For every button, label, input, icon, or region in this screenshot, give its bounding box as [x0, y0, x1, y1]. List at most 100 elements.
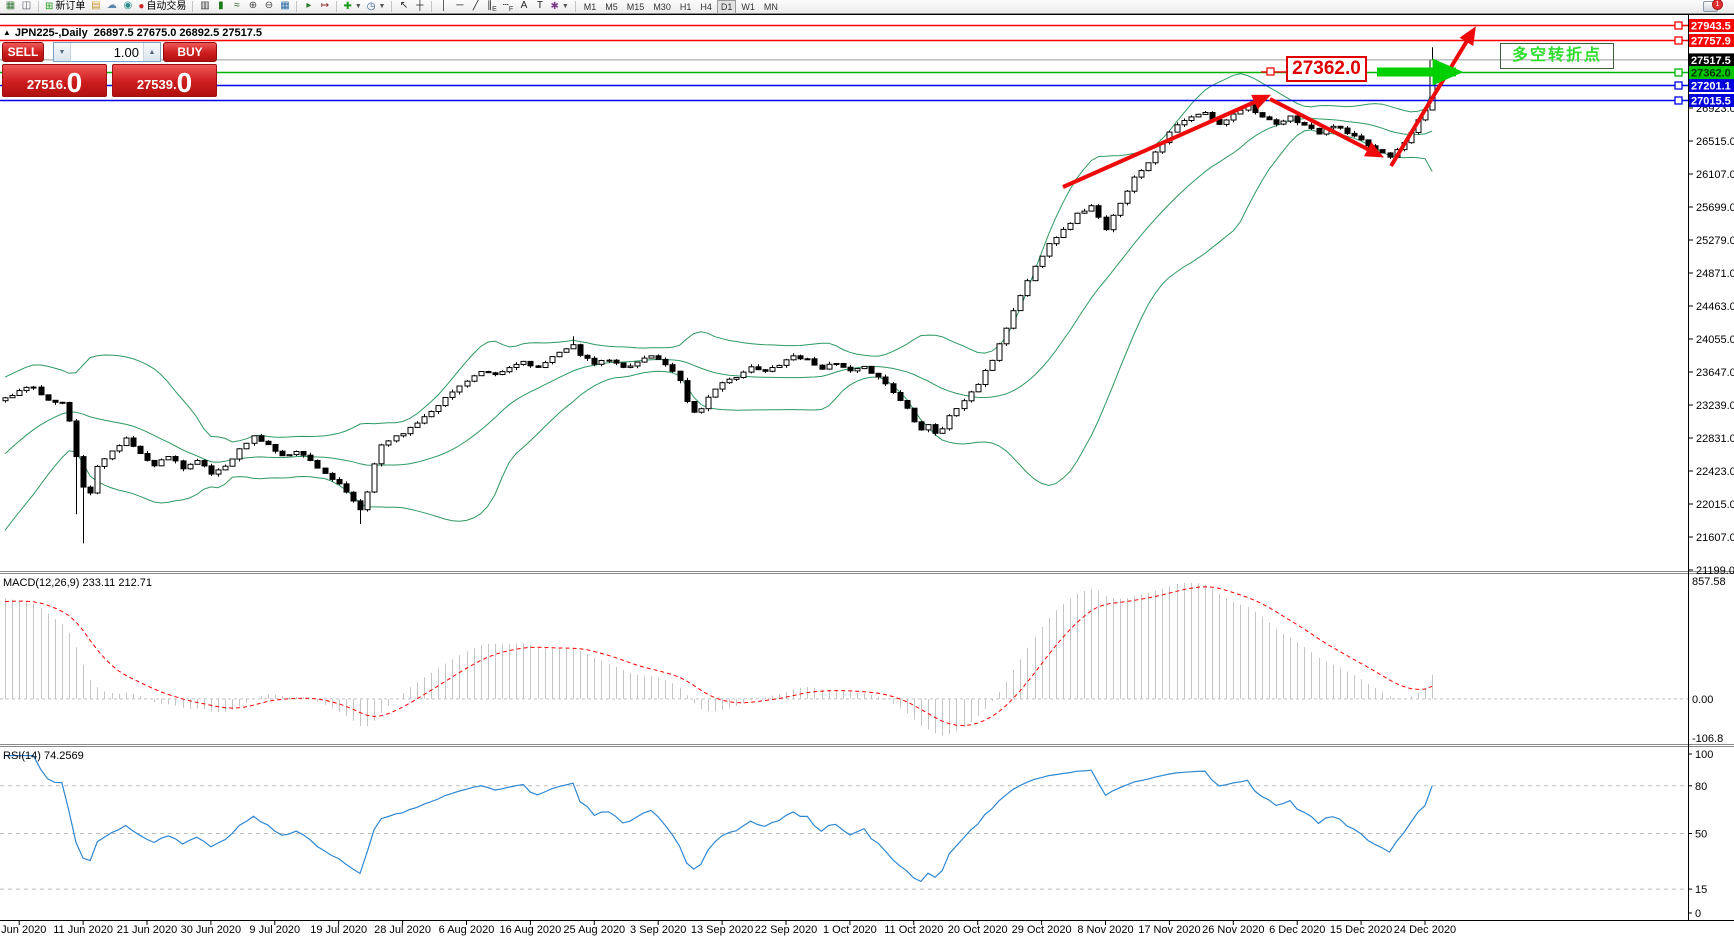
timeframe-button-m1[interactable]: M1: [583, 1, 597, 12]
macd-signal-line: [4, 586, 1433, 727]
svg-text:23647.0: 23647.0: [1696, 367, 1734, 379]
text-label-icon[interactable]: T: [536, 0, 543, 11]
vertical-line-icon[interactable]: │: [440, 0, 448, 11]
svg-text:25279.0: 25279.0: [1696, 235, 1734, 247]
crosshair-icon[interactable]: ┼: [416, 0, 424, 11]
svg-text:0.00: 0.00: [1692, 694, 1713, 706]
timeframe-button-m15[interactable]: M15: [626, 1, 645, 12]
collapse-panel-icon[interactable]: ▲: [3, 28, 11, 37]
equidistant-channel-icon[interactable]: ∥E: [487, 0, 497, 13]
svg-text:21607.0: 21607.0: [1696, 532, 1734, 544]
line-handle[interactable]: [1674, 81, 1683, 90]
svg-text:6 Aug 2020: 6 Aug 2020: [439, 924, 495, 936]
notification-count-badge: 1: [1712, 0, 1723, 10]
timeframe-button-d1[interactable]: D1: [716, 0, 737, 14]
svg-text:0: 0: [1695, 908, 1701, 920]
svg-text:22423.0: 22423.0: [1696, 466, 1734, 478]
zoom-out-icon[interactable]: ⊖: [264, 0, 274, 11]
volume-input[interactable]: [71, 43, 143, 61]
buy-price[interactable]: 27539. 0: [112, 64, 217, 97]
auto-scroll-icon[interactable]: ▸: [306, 0, 312, 11]
tile-windows-icon[interactable]: ▦: [280, 0, 290, 11]
svg-text:26 Nov 2020: 26 Nov 2020: [1202, 924, 1264, 936]
sell-price[interactable]: 27516. 0: [2, 64, 107, 97]
toolbar-separator: [336, 1, 338, 12]
line-handle[interactable]: [1674, 96, 1683, 105]
horizontal-line-icon[interactable]: ─: [456, 0, 464, 11]
toolbar-separator: [192, 1, 194, 12]
new-order-button-label: 新订单: [55, 1, 86, 12]
svg-text:1 Oct 2020: 1 Oct 2020: [823, 924, 877, 936]
sell-button[interactable]: SELL: [2, 42, 44, 62]
data-window-icon[interactable]: ◫: [21, 0, 32, 11]
periods-button[interactable]: ◷ ▼: [366, 1, 386, 12]
trend-arrow-3[interactable]: [1389, 26, 1476, 168]
timeframe-button-h1[interactable]: H1: [679, 1, 692, 12]
line-chart-icon[interactable]: ≈: [234, 0, 240, 11]
candlesticks: [2, 47, 1436, 544]
new-order-button[interactable]: ⊞ 新订单: [43, 0, 87, 13]
svg-text:30 Jun 2020: 30 Jun 2020: [181, 924, 242, 936]
svg-text:11 Oct 2020: 11 Oct 2020: [884, 924, 943, 936]
signal-icon[interactable]: ◉: [123, 0, 133, 11]
indicators-button[interactable]: ✚ ▼: [343, 1, 362, 12]
pivot-anchor-handle[interactable]: [1266, 67, 1275, 76]
timeframe-button-w1[interactable]: W1: [741, 1, 755, 12]
trend-arrow-1[interactable]: [1062, 94, 1272, 189]
volume-increase-button[interactable]: ▲: [143, 43, 160, 61]
svg-text:857.58: 857.58: [1692, 576, 1726, 588]
svg-text:3 Sep 2020: 3 Sep 2020: [630, 924, 686, 936]
bar-chart-icon[interactable]: ▥: [200, 0, 210, 11]
fibonacci-icon[interactable]: ┄F: [502, 0, 514, 13]
timeframe-button-mn[interactable]: MN: [763, 1, 778, 12]
volume-decrease-button[interactable]: ▼: [54, 43, 71, 61]
line-handle[interactable]: [1674, 21, 1683, 30]
svg-text:20 Oct 2020: 20 Oct 2020: [948, 924, 1008, 936]
auto-trading-button[interactable]: ● 自动交易: [136, 0, 188, 13]
trendline-icon[interactable]: ╱: [472, 0, 479, 11]
buy-price-main: 27539: [136, 77, 173, 92]
svg-text:17 Nov 2020: 17 Nov 2020: [1138, 924, 1200, 936]
history-center-icon[interactable]: ▤: [91, 0, 101, 11]
candlestick-chart-icon[interactable]: ▮: [218, 0, 224, 11]
pivot-price-annotation[interactable]: 27362.0: [1286, 56, 1367, 82]
svg-text:24055.0: 24055.0: [1696, 334, 1734, 346]
timeframe-button-h4[interactable]: H4: [700, 1, 712, 12]
chart-window-icon[interactable]: ▦: [5, 0, 16, 11]
volume-stepper: ▼ ▲: [53, 42, 161, 62]
trend-note-annotation[interactable]: 多空转折点: [1500, 43, 1614, 69]
macd-axis-labels: 857.58 0.00 -106.8: [1692, 576, 1726, 745]
svg-text:27517.5: 27517.5: [1691, 55, 1731, 67]
toolbar-separator: [574, 1, 576, 12]
macd-pane: [0, 582, 1688, 736]
timeframe-button-m30[interactable]: M30: [653, 1, 671, 12]
svg-text:22 Sep 2020: 22 Sep 2020: [755, 924, 817, 936]
zoom-in-icon[interactable]: ⊕: [248, 0, 258, 11]
buy-price-dot: .: [172, 77, 177, 92]
svg-text:25699.0: 25699.0: [1696, 202, 1734, 214]
chart-title-text: JPN225-,Daily 26897.5 27675.0 26892.5 27…: [14, 27, 263, 39]
notifications-icon[interactable]: 1: [1703, 0, 1723, 13]
line-handle[interactable]: [1674, 36, 1683, 45]
svg-text:21 Jun 2020: 21 Jun 2020: [117, 924, 178, 936]
trend-arrow-2[interactable]: [1269, 97, 1384, 158]
indicators-button-glyph: ✚: [343, 1, 352, 12]
cloud-icon[interactable]: ☁: [106, 0, 117, 11]
svg-text:9 Jul 2020: 9 Jul 2020: [249, 924, 300, 936]
chart-shift-icon[interactable]: ↦: [320, 0, 330, 11]
new-order-button-glyph: ⊞: [45, 1, 54, 12]
svg-text:24 Dec 2020: 24 Dec 2020: [1394, 924, 1456, 936]
svg-text:8 Nov 2020: 8 Nov 2020: [1077, 924, 1133, 936]
arrows-icon[interactable]: ✱ ▼: [550, 1, 569, 12]
line-handle[interactable]: [1674, 68, 1683, 77]
timeframe-button-m5[interactable]: M5: [605, 1, 618, 12]
text-icon[interactable]: A: [520, 0, 528, 11]
cursor-icon[interactable]: ↖: [399, 0, 409, 11]
buy-button[interactable]: BUY: [163, 42, 217, 62]
svg-text:27015.5: 27015.5: [1691, 96, 1731, 108]
svg-text:22015.0: 22015.0: [1696, 499, 1734, 511]
rsi-axis-labels: 100 80 50 15 0: [1688, 749, 1713, 920]
